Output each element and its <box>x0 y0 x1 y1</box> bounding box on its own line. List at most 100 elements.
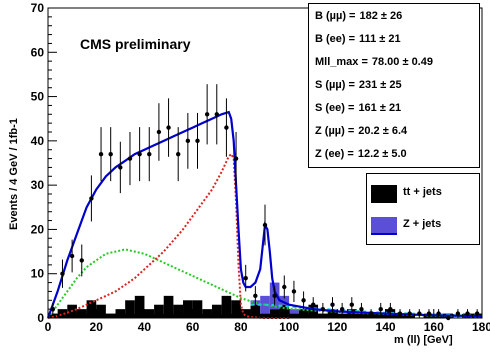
y-tick-label: 30 <box>31 178 45 192</box>
data-point <box>127 156 133 161</box>
data-point <box>137 151 142 157</box>
data-point <box>388 306 393 312</box>
stat-label: Z (ee) = <box>315 148 354 160</box>
data-point <box>233 156 239 161</box>
y-tick-label: 0 <box>37 311 44 325</box>
data-point <box>79 258 84 263</box>
data-point <box>272 293 277 299</box>
ttbar-bar <box>337 313 347 318</box>
data-point <box>407 311 412 316</box>
stat-label: Z (µµ) = <box>315 125 355 137</box>
stat-value: 12.2 ± 5.0 <box>357 148 407 160</box>
ttbar-bar <box>134 295 145 318</box>
legend-swatch-zjets <box>371 217 397 235</box>
data-point <box>349 302 354 307</box>
y-tick-label: 60 <box>31 45 45 59</box>
ttbar-bar <box>211 304 222 318</box>
data-point <box>214 112 219 117</box>
ttbar-bar <box>327 309 338 318</box>
data-point <box>359 306 364 312</box>
data-point <box>301 298 306 303</box>
ttbar-bar <box>250 304 261 318</box>
legend-swatch-ttbar <box>371 185 397 203</box>
y-axis-label: Events / 4 GeV / 1fb-1 <box>8 118 20 230</box>
data-point <box>224 125 229 130</box>
ttbar-bar <box>154 304 164 318</box>
data-point <box>50 306 56 312</box>
data-point <box>253 293 258 299</box>
ttbar-bar <box>231 300 241 318</box>
fit-stats-box: B (µµ) = 182 ± 26 B (ee) = 111 ± 21 Mll_ma… <box>308 3 480 168</box>
data-point <box>60 271 65 276</box>
data-point <box>69 253 75 259</box>
signal-fit-line <box>47 152 290 319</box>
x-tick-label: 100 <box>279 320 299 334</box>
data-point <box>185 138 191 144</box>
stat-value: 111 ± 21 <box>359 33 401 45</box>
data-point <box>339 306 345 312</box>
y-tick-label: 50 <box>31 90 45 104</box>
stat-value: 161 ± 21 <box>358 102 402 114</box>
ttbar-bar <box>192 300 203 318</box>
data-point <box>89 196 94 201</box>
stat-row: S (µµ) = 231 ± 25 <box>315 79 402 91</box>
data-point <box>465 311 470 316</box>
background-fit-line <box>47 248 483 319</box>
stat-label: Mll_max = <box>315 56 368 68</box>
ttbar-bar <box>375 313 386 318</box>
stat-label: S (µµ) = <box>315 79 355 91</box>
ttbar-bar <box>57 309 68 318</box>
x-tick-label: 180 <box>472 320 490 334</box>
x-tick-label: 120 <box>327 320 347 334</box>
data-point <box>330 302 335 307</box>
data-point <box>417 311 422 316</box>
stat-row: B (µµ) = 182 ± 26 <box>315 10 402 22</box>
data-point <box>147 151 152 157</box>
data-point <box>195 138 200 144</box>
data-point <box>368 311 374 316</box>
ttbar-bar <box>48 313 58 318</box>
data-point <box>176 151 181 157</box>
ttbar-bar <box>279 304 290 318</box>
ttbar-bar <box>298 309 309 318</box>
ttbar-bar <box>76 309 87 318</box>
y-tick-label: 40 <box>31 134 45 148</box>
ttbar-bar <box>144 309 155 318</box>
ttbar-bar <box>289 313 299 318</box>
data-point <box>455 311 461 316</box>
stat-label: B (ee) = <box>315 33 356 45</box>
x-tick-label: 80 <box>234 320 248 334</box>
stat-value: 20.2 ± 6.4 <box>358 125 408 137</box>
zjets-bar <box>289 309 299 314</box>
ttbar-bar <box>125 300 135 318</box>
data-point <box>474 311 480 316</box>
data-point <box>378 306 383 312</box>
x-tick-label: 140 <box>376 320 396 334</box>
stat-value: 182 ± 26 <box>359 10 403 22</box>
data-point <box>291 289 297 294</box>
data-point <box>156 129 162 135</box>
legend: tt + jets Z + jets <box>366 173 480 245</box>
x-tick-label: 0 <box>45 320 52 334</box>
stat-row: Z (µµ) = 20.2 ± 6.4 <box>315 125 407 137</box>
ttbar-bar <box>356 313 367 318</box>
ttbar-bar <box>183 300 193 318</box>
data-point <box>426 311 432 316</box>
stat-row: B (ee) = 111 ± 21 <box>315 33 401 45</box>
ttbar-bar <box>105 313 116 318</box>
data-point <box>108 151 113 157</box>
ttbar-bar <box>163 295 174 318</box>
x-tick-label: 160 <box>424 320 444 334</box>
ttbar-bar <box>221 295 232 318</box>
ttbar-bar <box>260 313 270 318</box>
x-tick-label: 60 <box>186 320 200 334</box>
data-point <box>204 112 210 117</box>
data-point <box>118 165 123 170</box>
x-axis-label: m (ll) [GeV] <box>394 334 453 346</box>
ttbar-bar <box>240 309 251 318</box>
stat-value: 231 ± 25 <box>358 79 402 91</box>
x-tick-label: 20 <box>90 320 104 334</box>
ttbar-bar <box>173 304 184 318</box>
data-point <box>320 306 326 312</box>
